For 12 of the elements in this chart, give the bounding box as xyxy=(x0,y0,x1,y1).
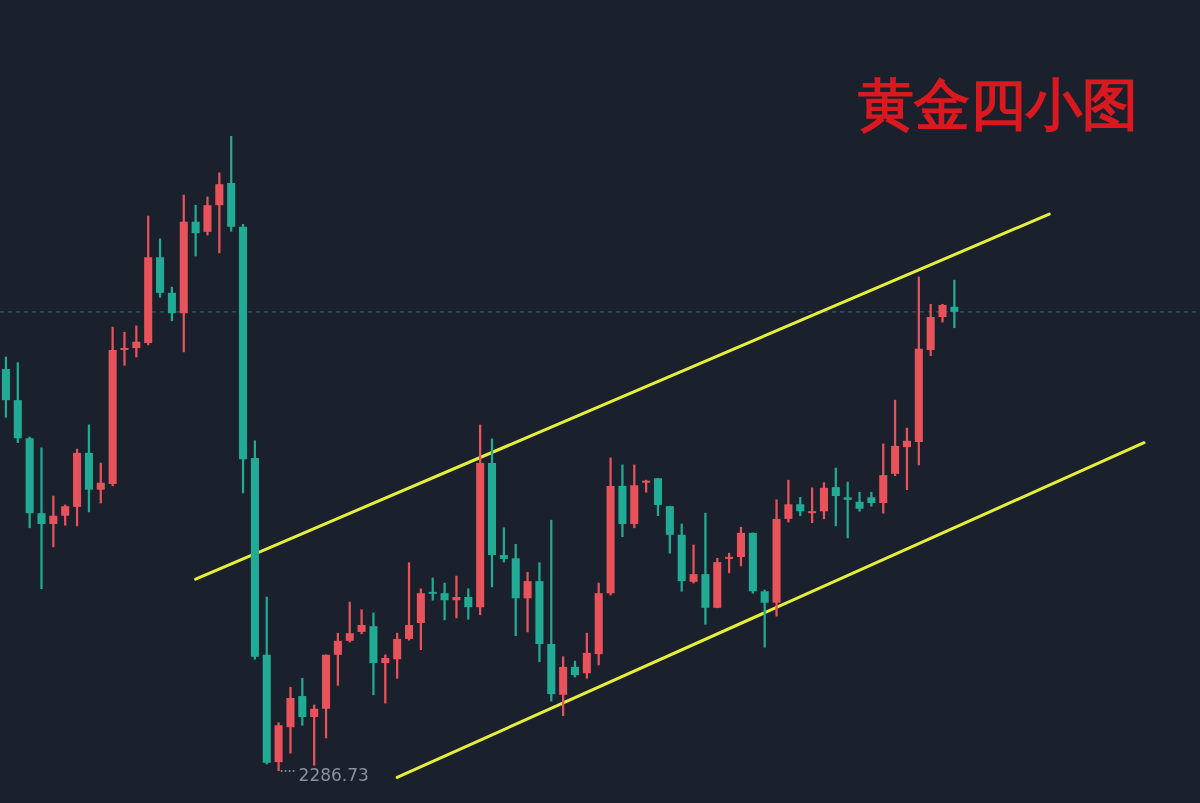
candlestick xyxy=(191,204,200,257)
candlestick xyxy=(701,512,710,625)
candlestick xyxy=(452,575,461,619)
chart-title: 黄金四小图 xyxy=(858,72,1138,137)
candlestick xyxy=(357,609,366,635)
candlestick xyxy=(37,447,46,590)
candlestick xyxy=(689,544,698,584)
candlestick xyxy=(120,331,129,366)
candlestick xyxy=(440,582,449,621)
candlestick xyxy=(523,571,532,633)
annotation: 2286.73 xyxy=(298,765,369,786)
candlestick xyxy=(950,279,959,329)
